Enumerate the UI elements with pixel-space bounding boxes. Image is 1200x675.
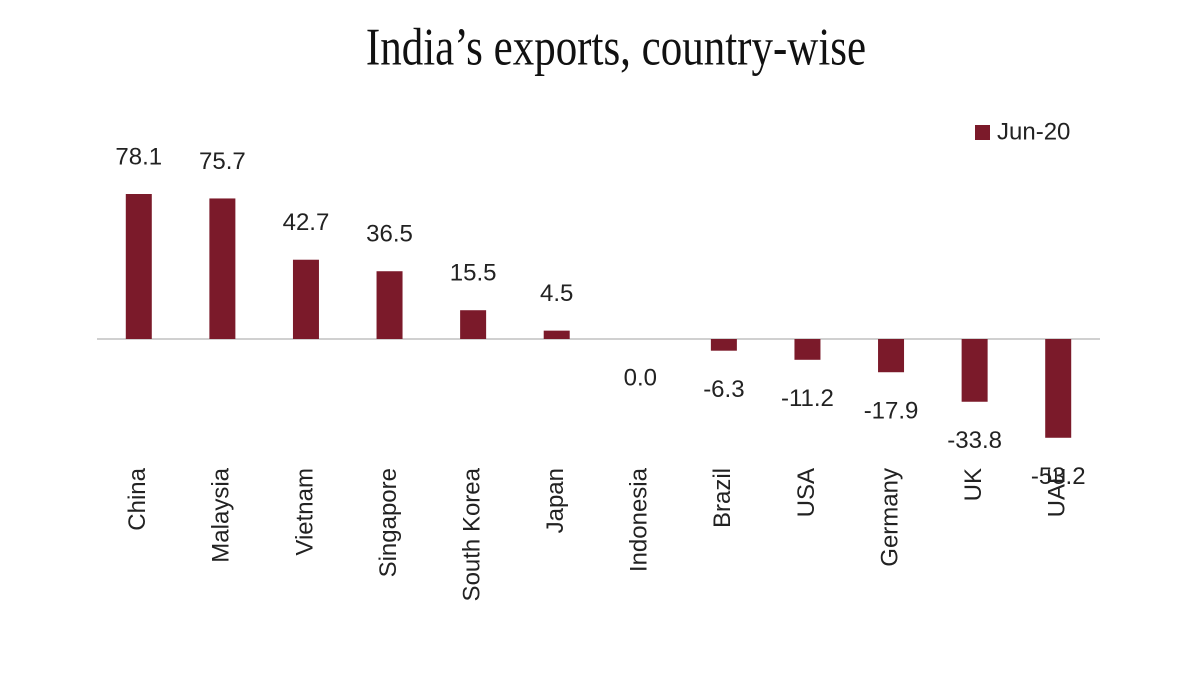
x-tick-label: USA (793, 468, 820, 517)
value-label: 36.5 (366, 221, 413, 248)
bar (1045, 339, 1072, 438)
value-label: 4.5 (540, 280, 573, 307)
value-label: 42.7 (283, 209, 330, 236)
x-tick-label: UAE (1044, 468, 1071, 517)
value-label: -17.9 (864, 398, 919, 425)
legend-swatch (975, 125, 990, 140)
value-label: 0.0 (624, 364, 657, 391)
bar (209, 198, 236, 339)
x-tick-label: China (124, 467, 151, 530)
value-label: 78.1 (115, 143, 162, 170)
legend-label: Jun-20 (997, 118, 1070, 145)
value-label: -53.2 (1031, 463, 1086, 490)
value-label: -11.2 (781, 385, 834, 412)
bar (878, 339, 905, 373)
x-tick-label: Indonesia (626, 467, 653, 572)
x-tick-label: UK (960, 468, 987, 501)
bar (376, 271, 403, 339)
value-label: -6.3 (703, 376, 744, 403)
bar (961, 339, 988, 402)
bar (292, 259, 319, 339)
value-label: -33.8 (947, 427, 1002, 454)
x-tick-label: Germany (876, 468, 903, 567)
bar (543, 330, 570, 339)
value-label: 75.7 (199, 148, 246, 175)
bar (125, 194, 152, 339)
x-tick-label: South Korea (458, 467, 485, 601)
bar (794, 339, 821, 360)
bar (460, 310, 487, 339)
chart-title: India’s exports, country-wise (366, 19, 866, 77)
x-tick-label: Malaysia (208, 467, 235, 562)
value-label: 15.5 (450, 260, 497, 287)
x-tick-label: Singapore (375, 468, 402, 577)
x-tick-label: Brazil (709, 468, 736, 528)
bar (710, 339, 737, 351)
x-tick-label: Vietnam (291, 468, 318, 556)
x-tick-label: Japan (542, 468, 569, 533)
